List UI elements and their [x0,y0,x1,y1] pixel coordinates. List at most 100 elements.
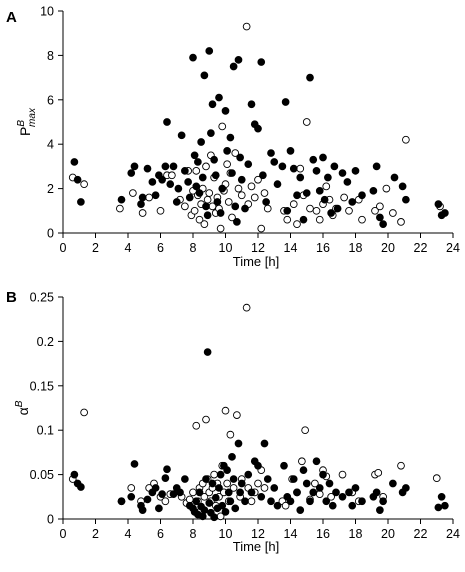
data-point-open [221,406,230,415]
data-point-open [203,195,212,204]
data-point-filled [138,506,147,514]
data-point-open [247,182,256,191]
data-point-open [223,479,231,488]
data-point-open [216,224,225,233]
data-point-filled [270,158,279,166]
data-point-filled [130,162,139,171]
data-point-filled [302,189,311,197]
y-axis-label: PBmax [16,107,38,136]
data-point-filled [270,484,279,492]
data-point-open [200,220,209,228]
x-tick-label: 18 [349,241,363,255]
y-axis-label-sup: B [16,120,27,127]
x-tick-label: 22 [414,527,428,541]
data-point-filled [302,479,311,488]
data-point-filled [143,164,152,173]
data-point-open [80,180,88,189]
data-point-filled [309,155,318,164]
data-point-filled [205,499,214,507]
data-point-open [263,204,272,213]
data-point-filled [208,479,217,488]
x-tick-label: 4 [125,527,132,541]
data-point-open [250,193,259,202]
x-axis-label: Time [h] [233,254,279,269]
data-point-filled [184,178,192,186]
data-point-filled [70,158,79,166]
data-point-filled [333,204,342,213]
x-tick-label: 0 [60,241,67,255]
data-point-filled [127,169,136,177]
data-point-filled [151,191,160,200]
data-point-filled [148,178,157,186]
data-point-open [202,415,210,424]
data-point-open [205,189,214,197]
data-point-filled [325,479,334,488]
data-point-filled [299,466,308,475]
data-point-filled [224,488,233,497]
y-tick-label: 0.05 [30,468,54,482]
data-point-filled [286,497,295,506]
data-point-filled [216,470,225,479]
data-point-open [260,484,269,492]
data-point-open [376,202,384,211]
data-point-filled [293,488,301,497]
data-point-open [231,149,240,157]
data-point-filled [351,484,360,492]
x-tick-label: 2 [92,527,99,541]
x-tick-label: 10 [219,527,233,541]
data-point-filled [278,162,287,171]
data-point-open [301,426,309,435]
data-point-filled [241,497,249,506]
data-point-filled [181,475,189,483]
data-point-filled [322,497,331,506]
data-point-open [371,206,379,215]
data-point-filled [309,488,318,497]
data-point-filled [312,457,321,466]
data-point-filled [174,184,183,193]
data-point-filled [234,55,243,64]
data-point-open [397,461,405,470]
y-tick-label: 0 [47,227,54,241]
data-point-filled [231,504,240,513]
data-point-open [358,215,366,224]
data-point-filled [210,155,218,164]
data-point-filled [247,488,256,497]
data-point-filled [299,215,308,224]
data-point-filled [228,169,236,177]
data-point-filled [348,198,357,206]
x-tick-label: 10 [219,241,233,255]
data-point-filled [198,173,207,182]
data-point-open [254,479,262,488]
data-point-filled [324,173,332,182]
y-tick-label: 0.25 [30,291,54,305]
y-axis-label-base: P [17,127,33,136]
x-tick-label: 20 [381,527,395,541]
data-point-filled [177,131,186,140]
data-point-filled [163,465,171,474]
data-point-filled [296,173,305,182]
data-point-filled [203,211,212,220]
data-point-filled [389,479,397,488]
data-point-filled [293,191,301,200]
data-point-filled [181,166,189,175]
panel-label: A [6,9,17,26]
data-point-filled [207,129,215,137]
x-tick-label: 12 [251,241,265,255]
data-point-filled [176,488,184,497]
data-point-open [432,474,441,483]
data-point-filled [319,470,327,479]
data-point-filled [315,186,324,195]
data-point-filled [231,202,240,211]
data-point-filled [376,506,384,514]
data-point-filled [283,206,292,215]
data-point-filled [338,169,347,177]
data-point-filled [172,198,181,206]
data-point-filled [241,204,249,213]
data-point-open [293,220,301,228]
data-point-filled [77,483,85,491]
data-point-filled [330,162,339,171]
data-point-filled [161,474,170,483]
data-point-filled [260,439,269,448]
data-point-filled [244,160,253,169]
